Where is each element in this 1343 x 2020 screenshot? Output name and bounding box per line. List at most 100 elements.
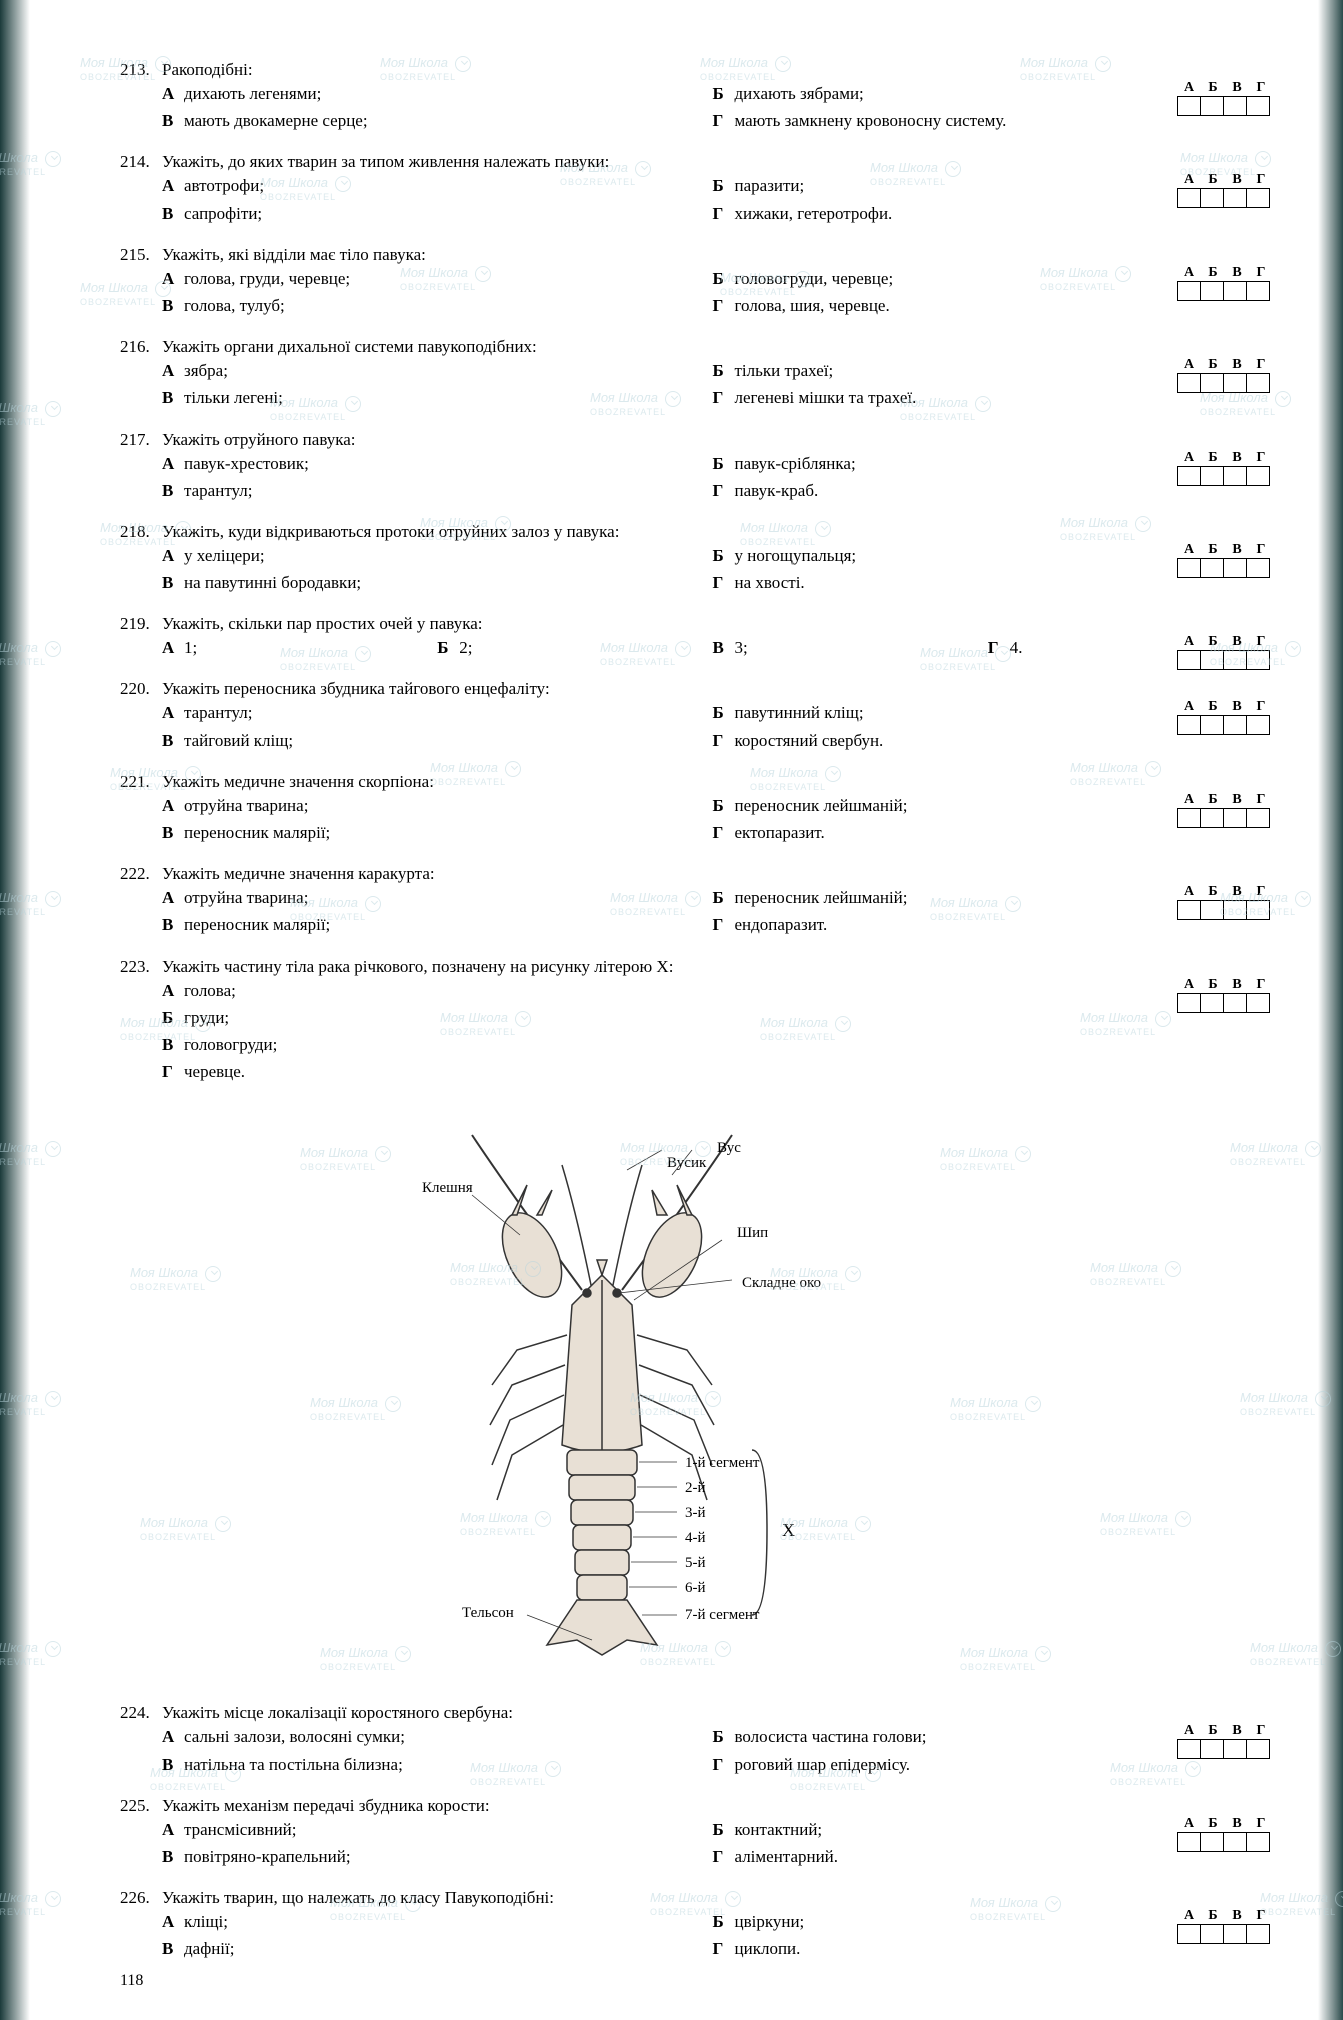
- answer-box[interactable]: [1177, 96, 1201, 116]
- answer-box[interactable]: [1200, 1832, 1224, 1852]
- answer-label: Г: [1249, 80, 1273, 96]
- answer-box[interactable]: [1177, 373, 1201, 393]
- question: 213.Ракоподібні:Адихають легенями;Вмають…: [120, 60, 1263, 134]
- answer-box[interactable]: [1223, 715, 1247, 735]
- answer-box[interactable]: [1200, 558, 1224, 578]
- answer-box[interactable]: [1246, 1924, 1270, 1944]
- answer-box[interactable]: [1223, 808, 1247, 828]
- answer-box[interactable]: [1200, 188, 1224, 208]
- answer-box[interactable]: [1200, 96, 1224, 116]
- answer-label: Г: [1249, 977, 1273, 993]
- answer-box[interactable]: [1177, 715, 1201, 735]
- option-text: тайговий кліщ;: [184, 731, 293, 750]
- answer-box[interactable]: [1200, 281, 1224, 301]
- answer-box[interactable]: [1200, 900, 1224, 920]
- answer-box[interactable]: [1200, 808, 1224, 828]
- answer-label: Б: [1201, 265, 1225, 281]
- option: Вна павутинні бородавки;: [162, 569, 713, 596]
- answer-box[interactable]: [1246, 558, 1270, 578]
- answer-box[interactable]: [1223, 1739, 1247, 1759]
- answer-box[interactable]: [1177, 1832, 1201, 1852]
- label-seg1: 1-й сегмент: [685, 1455, 759, 1472]
- option-text: головогруди;: [184, 1035, 277, 1054]
- option-text: мають замкнену кровоносну систему.: [735, 111, 1007, 130]
- answer-box[interactable]: [1177, 993, 1201, 1013]
- answer-box[interactable]: [1177, 808, 1201, 828]
- option-text: черевце.: [184, 1062, 245, 1081]
- answer-label: А: [1177, 172, 1201, 188]
- answer-box[interactable]: [1200, 1739, 1224, 1759]
- answer-box[interactable]: [1223, 558, 1247, 578]
- answer-box[interactable]: [1200, 373, 1224, 393]
- option-letter: А: [162, 1816, 184, 1843]
- answer-box[interactable]: [1246, 715, 1270, 735]
- answer-box[interactable]: [1223, 650, 1247, 670]
- answer-grid: АБВГ: [1177, 1723, 1273, 1759]
- question-text: Укажіть тварин, що належать до класу Пав…: [162, 1888, 1263, 1908]
- answer-box[interactable]: [1177, 1924, 1201, 1944]
- answer-label: А: [1177, 450, 1201, 466]
- answer-box[interactable]: [1177, 650, 1201, 670]
- answer-box[interactable]: [1200, 466, 1224, 486]
- answer-box[interactable]: [1223, 373, 1247, 393]
- answer-box[interactable]: [1223, 1924, 1247, 1944]
- answer-box[interactable]: [1246, 466, 1270, 486]
- question-number: 218.: [120, 522, 162, 542]
- option-letter: А: [162, 357, 184, 384]
- label-seg6: 6-й: [685, 1580, 706, 1597]
- option: Акліщі;: [162, 1908, 713, 1935]
- answer-box[interactable]: [1246, 281, 1270, 301]
- answer-box[interactable]: [1223, 466, 1247, 486]
- answer-box[interactable]: [1177, 466, 1201, 486]
- answer-box[interactable]: [1200, 715, 1224, 735]
- answer-label: В: [1225, 792, 1249, 808]
- option-letter: Б: [162, 1004, 184, 1031]
- answer-box[interactable]: [1177, 1739, 1201, 1759]
- answer-box[interactable]: [1177, 281, 1201, 301]
- answer-box[interactable]: [1223, 188, 1247, 208]
- option: Внатільна та постільна білизна;: [162, 1751, 713, 1778]
- answer-box[interactable]: [1246, 993, 1270, 1013]
- answer-box[interactable]: [1200, 650, 1224, 670]
- option-letter: Г: [713, 911, 735, 938]
- answer-box[interactable]: [1223, 993, 1247, 1013]
- option: Аголова;: [162, 977, 1263, 1004]
- option: Втарантул;: [162, 477, 713, 504]
- answer-box[interactable]: [1200, 1924, 1224, 1944]
- question-number: 226.: [120, 1888, 162, 1908]
- question-number: 219.: [120, 614, 162, 634]
- answer-box[interactable]: [1223, 96, 1247, 116]
- question-text: Укажіть, які відділи має тіло павука:: [162, 245, 1263, 265]
- answer-box[interactable]: [1246, 1739, 1270, 1759]
- option: Атарантул;: [162, 699, 713, 726]
- answer-box[interactable]: [1246, 650, 1270, 670]
- question-text: Укажіть частину тіла рака річкового, поз…: [162, 957, 1263, 977]
- answer-box[interactable]: [1223, 281, 1247, 301]
- question: 224.Укажіть місце локалізації коростяног…: [120, 1703, 1263, 1777]
- label-telson: Тельсон: [462, 1605, 514, 1622]
- option-letter: Б: [713, 265, 735, 292]
- option-letter: Б: [437, 634, 459, 661]
- answer-box[interactable]: [1246, 808, 1270, 828]
- answer-box[interactable]: [1246, 900, 1270, 920]
- answer-box[interactable]: [1223, 1832, 1247, 1852]
- answer-box[interactable]: [1177, 188, 1201, 208]
- answer-box[interactable]: [1246, 188, 1270, 208]
- answer-box[interactable]: [1177, 558, 1201, 578]
- answer-box[interactable]: [1246, 96, 1270, 116]
- option-letter: Г: [713, 819, 735, 846]
- answer-label: Г: [1249, 884, 1273, 900]
- answer-box[interactable]: [1246, 1832, 1270, 1852]
- option-text: головогруди, черевце;: [735, 269, 894, 288]
- question: 218.Укажіть, куди відкриваються протоки …: [120, 522, 1263, 596]
- answer-box[interactable]: [1223, 900, 1247, 920]
- answer-label: Г: [1249, 357, 1273, 373]
- option-text: сапрофіти;: [184, 204, 262, 223]
- answer-box[interactable]: [1246, 373, 1270, 393]
- option-text: ендопаразит.: [735, 915, 828, 934]
- answer-box[interactable]: [1200, 993, 1224, 1013]
- answer-box[interactable]: [1177, 900, 1201, 920]
- answer-grid: АБВГ: [1177, 1816, 1273, 1852]
- answer-label: В: [1225, 1723, 1249, 1739]
- option: Вмають двокамерне серце;: [162, 107, 713, 134]
